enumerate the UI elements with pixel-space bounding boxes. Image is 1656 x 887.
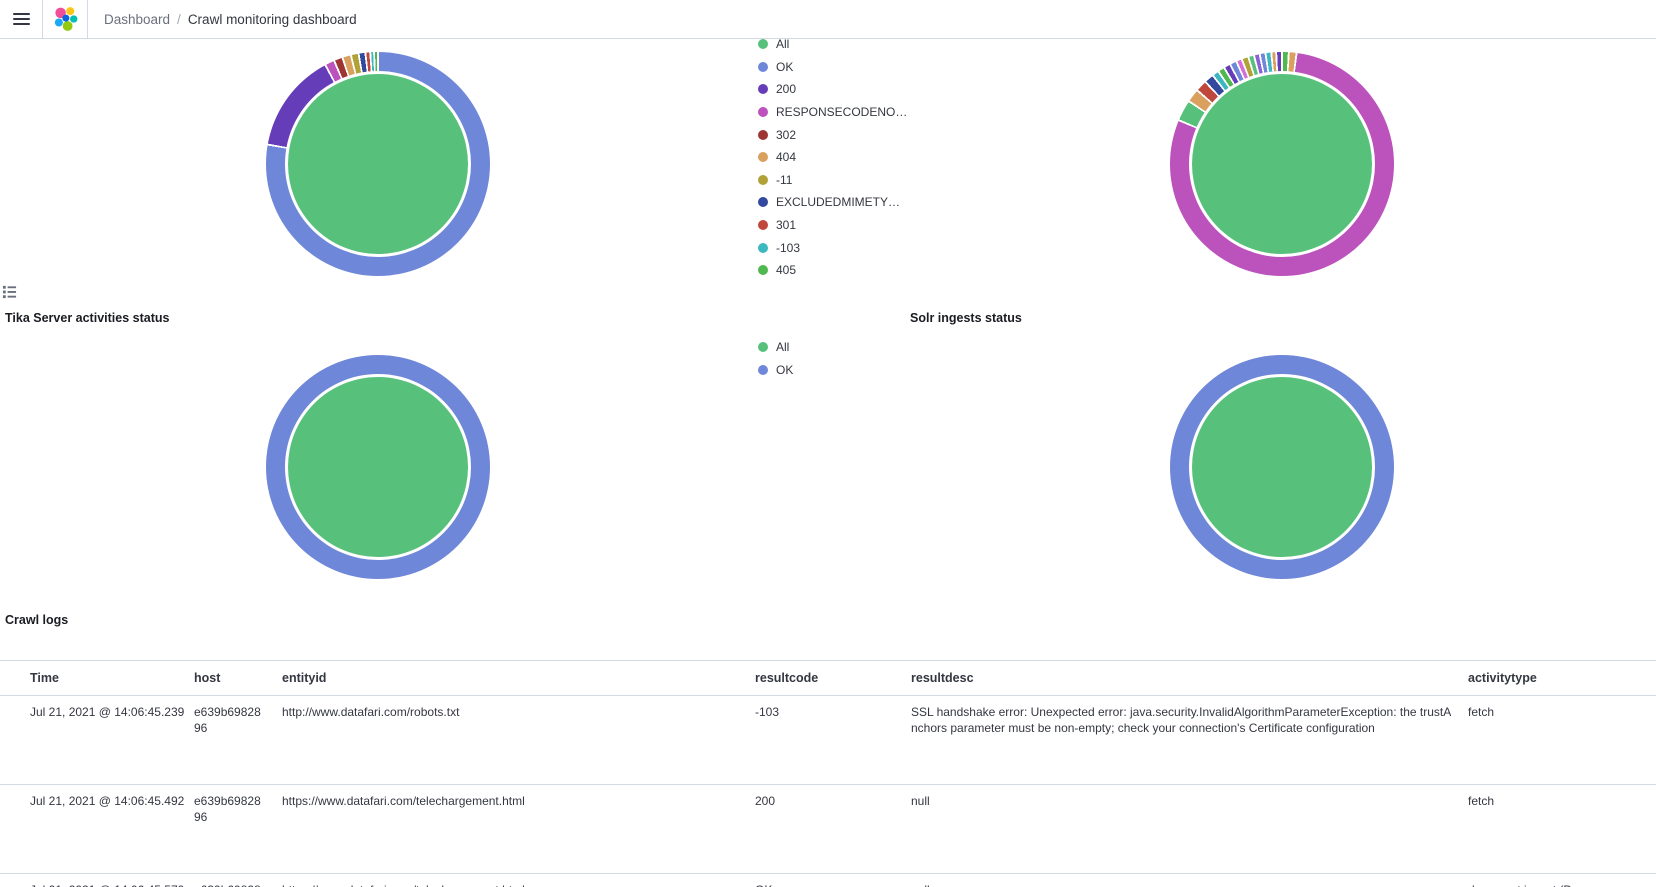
header-resultcode[interactable]: resultcode — [755, 671, 819, 685]
legend-item[interactable]: All — [758, 39, 907, 56]
cell-entityid: http://www.datafari.com/robots.txt — [282, 705, 460, 719]
cell-activitytype: fetch — [1468, 705, 1495, 719]
breadcrumb-dashboard[interactable]: Dashboard — [104, 11, 171, 27]
crawl-status-donut-left[interactable] — [266, 52, 490, 276]
cell-resultcode: OK — [755, 882, 911, 887]
legend-item-label: All — [776, 340, 790, 355]
legend-item[interactable]: OK — [758, 56, 907, 79]
cell-resultcode: 200 — [755, 794, 776, 808]
table-row: Jul 21, 2021 @ 14:06:45.492 e639b69828 9… — [0, 785, 1656, 874]
legend-color-dot — [758, 197, 768, 208]
cell-host: e639b69828 96 — [194, 794, 261, 824]
cell-entityid: https://www.datafari.com/telechargement.… — [282, 882, 755, 887]
cell-host: e639b69828 96 — [194, 705, 261, 735]
panel-title-solr: Solr ingests status — [910, 311, 1022, 325]
legend-item-label: RESPONSECODENO… — [776, 105, 908, 120]
legend-item[interactable]: 405 — [758, 259, 907, 282]
legend-color-dot — [758, 61, 768, 72]
legend-color-dot — [758, 342, 768, 353]
legend-color-dot — [758, 174, 768, 185]
header-host[interactable]: host — [194, 671, 221, 685]
header-entityid[interactable]: entityid — [282, 671, 327, 685]
breadcrumb: Dashboard / Crawl monitoring dashboard — [88, 0, 357, 38]
page-title: Crawl monitoring dashboard — [187, 11, 357, 27]
panel-title-crawl-logs: Crawl logs — [5, 613, 69, 627]
legend-color-dot — [758, 39, 768, 50]
header-resultdesc[interactable]: resultdesc — [911, 671, 974, 685]
legend-color-dot — [758, 107, 768, 118]
legend-item[interactable]: -103 — [758, 236, 907, 259]
table-body: Jul 21, 2021 @ 14:06:45.239 e639b69828 9… — [0, 696, 1656, 887]
legend-item[interactable]: EXCLUDEDMIMETY… — [758, 191, 907, 214]
hamburger-icon — [12, 10, 30, 28]
cell-resultdesc: null — [911, 794, 930, 808]
cell-time: Jul 21, 2021 @ 14:06:45.239 — [30, 705, 185, 719]
legend-toggle-button[interactable] — [2, 284, 17, 299]
legend-color-dot — [758, 364, 768, 375]
legend-item[interactable]: 404 — [758, 146, 907, 169]
legend-item-label: -103 — [776, 240, 801, 255]
donut-inner-slice-all[interactable] — [1192, 377, 1372, 557]
legend-item-label: 301 — [776, 218, 797, 233]
legend-item-label: All — [776, 39, 790, 52]
kibana-logo[interactable] — [42, 0, 88, 38]
cell-resultcode: -103 — [755, 705, 780, 719]
cell-activitytype: document ingest (D rNoTika) — [1468, 882, 1656, 887]
cell-time: Jul 21, 2021 @ 14:06:45.492 — [30, 794, 185, 808]
table-row: Jul 21, 2021 @ 14:06:45.570 e639b69828 9… — [0, 874, 1656, 887]
menu-button[interactable] — [0, 0, 42, 38]
legend-item-label: -11 — [776, 172, 793, 187]
cell-time: Jul 21, 2021 @ 14:06:45.570 — [30, 882, 194, 887]
legend-item-label: OK — [776, 362, 794, 377]
legend-color-dot — [758, 129, 768, 140]
table-row: Jul 21, 2021 @ 14:06:45.239 e639b69828 9… — [0, 696, 1656, 785]
crawl-status-donut-right[interactable] — [1170, 52, 1394, 276]
legend-color-dot — [758, 84, 768, 95]
crawl-logs-table: Time host entityid resultcode resultdesc… — [0, 660, 1656, 887]
legend-item-label: 302 — [776, 127, 797, 142]
cell-activitytype: fetch — [1468, 794, 1495, 808]
donut-inner-slice-all[interactable] — [288, 377, 468, 557]
cell-entityid: https://www.datafari.com/telechargement.… — [282, 794, 525, 808]
legend-item-label: OK — [776, 59, 794, 74]
legend-item[interactable]: All — [758, 336, 793, 359]
donut-inner-slice-all[interactable] — [1192, 74, 1372, 254]
header-activitytype[interactable]: activitytype — [1468, 671, 1537, 685]
table-header-row: Time host entityid resultcode resultdesc… — [0, 660, 1656, 696]
breadcrumb-separator: / — [177, 11, 181, 27]
legend-toggle-icon — [2, 285, 17, 299]
legend-item[interactable]: 302 — [758, 123, 907, 146]
legend-item[interactable]: 301 — [758, 214, 907, 237]
header-time[interactable]: Time — [30, 671, 59, 685]
legend-item-label: EXCLUDEDMIMETY… — [776, 195, 901, 210]
cell-resultdesc: SSL handshake error: Unexpected error: j… — [911, 705, 1452, 735]
panel-title-tika: Tika Server activities status — [5, 311, 170, 325]
cell-host: e639b69828 96 — [194, 882, 282, 887]
elastic-logo-icon — [54, 7, 78, 31]
cell-resultdesc: null — [911, 882, 1468, 887]
top-nav: Dashboard / Crawl monitoring dashboard — [0, 0, 1656, 39]
donut-inner-slice-all[interactable] — [288, 74, 468, 254]
legend-color-dot — [758, 265, 768, 276]
legend-item[interactable]: -11 — [758, 169, 907, 192]
legend-item-label: 405 — [776, 263, 797, 278]
legend-color-dot — [758, 242, 768, 253]
top-charts-legend: All OK 200 RESPONSECODENO… 302 404 -11 E… — [758, 39, 907, 282]
legend-item-label: 200 — [776, 82, 797, 97]
legend-item[interactable]: OK — [758, 359, 793, 382]
legend-item[interactable]: RESPONSECODENO… — [758, 101, 907, 124]
tika-status-donut[interactable] — [266, 355, 490, 579]
solr-status-donut[interactable] — [1170, 355, 1394, 579]
legend-color-dot — [758, 152, 768, 163]
legend-color-dot — [758, 220, 768, 231]
legend-item-label: 404 — [776, 150, 797, 165]
dashboard-canvas: All OK 200 RESPONSECODENO… 302 404 -11 E… — [0, 39, 1656, 887]
legend-item[interactable]: 200 — [758, 78, 907, 101]
bottom-charts-legend: All OK — [758, 336, 793, 381]
